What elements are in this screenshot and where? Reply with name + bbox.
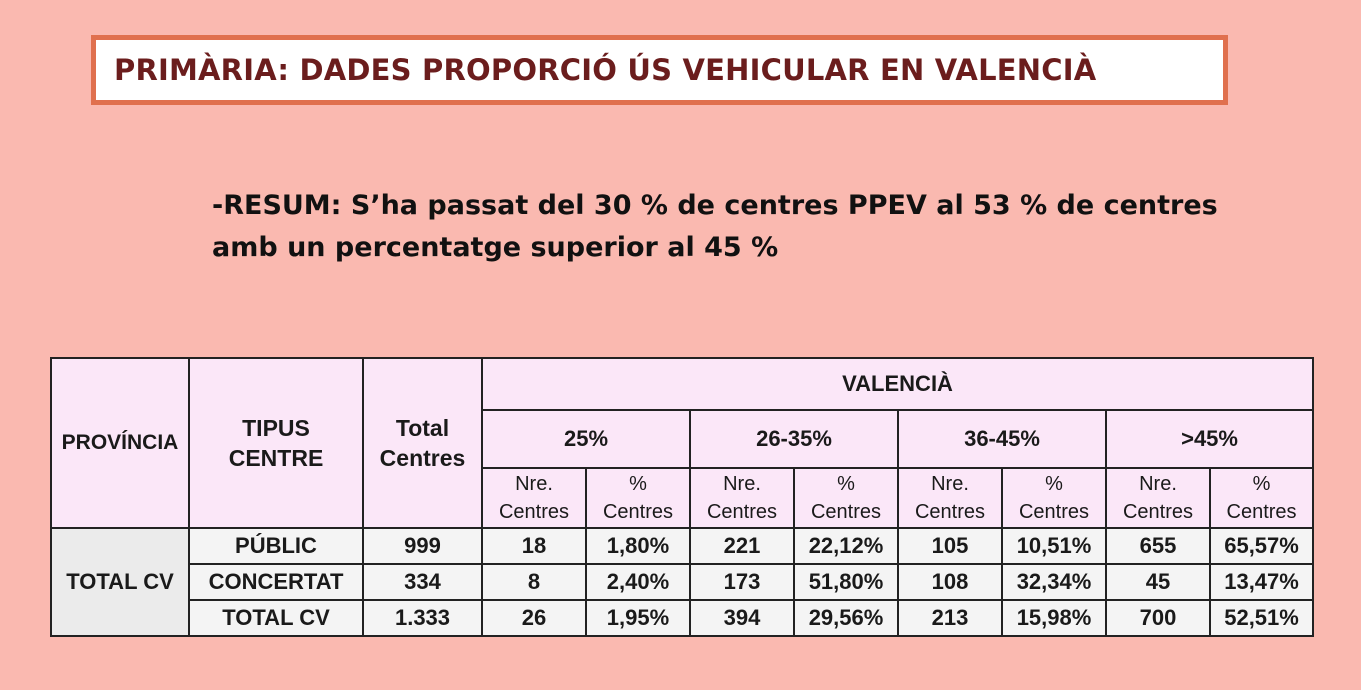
header-sub-nre-2: Nre. Centres	[897, 467, 1003, 529]
summary-line-2: amb un percentatge superior al 45 %	[212, 232, 779, 263]
cell-pct-centres: 22,12%	[793, 527, 899, 565]
row-tipus: PÚBLIC	[188, 527, 364, 565]
table-row: TOTAL CV PÚBLIC 999 18 1,80% 221 22,12% 105 10,5…	[50, 527, 1315, 637]
header-provincia: PROVÍNCIA	[50, 357, 190, 529]
row-total: 1.333	[362, 599, 483, 637]
header-total-line2: Centres	[379, 445, 466, 471]
cell-nre-centres: 108	[897, 563, 1003, 601]
cell-pct-centres: 1,80%	[585, 527, 691, 565]
cell-pct-centres: 2,40%	[585, 563, 691, 601]
cell-pct-centres: 52,51%	[1208, 599, 1315, 637]
header-tipus-line2: CENTRE	[228, 445, 324, 471]
header-sub-nre-line2: Centres	[706, 501, 778, 523]
cell-pct-centres: 15,98%	[1001, 599, 1107, 637]
cell-nre-centres: 8	[481, 563, 587, 601]
row-tipus: TOTAL CV	[188, 599, 364, 637]
province-label: TOTAL CV	[50, 527, 190, 637]
cell-nre-centres: 394	[689, 599, 795, 637]
cell-nre-centres: 655	[1105, 527, 1211, 565]
header-sub-nre-line2: Centres	[498, 501, 570, 523]
header-sub-pct-line1: %	[837, 473, 855, 495]
header-tipus-line1: TIPUS	[242, 415, 310, 441]
header-sub-nre-0: Nre. Centres	[481, 467, 587, 529]
header-total-centres: Total Centres	[362, 357, 483, 529]
cell-nre-centres: 105	[897, 527, 1003, 565]
title-box: PRIMÀRIA: DADES PROPORCIÓ ÚS VEHICULAR E…	[91, 35, 1228, 105]
summary-text: -RESUM: S’ha passat del 30 % de centres …	[212, 185, 1312, 269]
cell-nre-centres: 213	[897, 599, 1003, 637]
header-sub-pct-0: % Centres	[585, 467, 691, 529]
data-table: PROVÍNCIA TIPUS CENTRE Total Centres VAL…	[50, 357, 1315, 637]
header-sub-nre-line1: Nre.	[723, 473, 761, 495]
header-sub-nre-line2: Centres	[1122, 501, 1194, 523]
row-total: 999	[362, 527, 483, 565]
cell-nre-centres: 26	[481, 599, 587, 637]
header-sub-pct-3: % Centres	[1208, 467, 1315, 529]
table-row: TOTAL CV 1.333 26 1,95% 394 29,56% 213 15,98% 70…	[51, 599, 1315, 637]
cell-pct-centres: 32,34%	[1001, 563, 1107, 601]
header-total-line1: Total	[395, 415, 450, 441]
header-band-1: 26-35%	[689, 409, 899, 469]
header-sub-pct-line2: Centres	[602, 501, 674, 523]
header-sub-pct-line1: %	[629, 473, 647, 495]
header-band-0: 25%	[481, 409, 691, 469]
summary-line-1: -RESUM: S’ha passat del 30 % de centres …	[212, 190, 1218, 221]
cell-pct-centres: 10,51%	[1001, 527, 1107, 565]
header-sub-nre-line1: Nre.	[515, 473, 553, 495]
cell-nre-centres: 18	[481, 527, 587, 565]
cell-pct-centres: 65,57%	[1208, 527, 1315, 565]
cell-nre-centres: 221	[689, 527, 795, 565]
cell-pct-centres: 13,47%	[1208, 563, 1315, 601]
header-sub-pct-line2: Centres	[1018, 501, 1090, 523]
row-tipus: CONCERTAT	[188, 563, 364, 601]
cell-pct-centres: 1,95%	[585, 599, 691, 637]
cell-pct-centres: 51,80%	[793, 563, 899, 601]
cell-pct-centres: 29,56%	[793, 599, 899, 637]
header-band-2: 36-45%	[897, 409, 1107, 469]
header-sub-nre-1: Nre. Centres	[689, 467, 795, 529]
row-total: 334	[362, 563, 483, 601]
cell-nre-centres: 173	[689, 563, 795, 601]
page-title: PRIMÀRIA: DADES PROPORCIÓ ÚS VEHICULAR E…	[114, 53, 1097, 87]
header-region: VALENCIÀ	[480, 357, 1315, 411]
header-sub-pct-line2: Centres	[1226, 501, 1297, 523]
header-sub-pct-2: % Centres	[1001, 467, 1107, 529]
header-sub-pct-1: % Centres	[793, 467, 899, 529]
table-row: CONCERTAT 334 8 2,40% 173 51,80% 108 32,34% 45 13…	[51, 563, 1315, 601]
header-tipus-centre: TIPUS CENTRE	[188, 357, 364, 529]
header-sub-nre-line2: Centres	[914, 501, 986, 523]
cell-nre-centres: 700	[1105, 599, 1211, 637]
header-sub-pct-line1: %	[1045, 473, 1063, 495]
header-sub-pct-line2: Centres	[810, 501, 882, 523]
header-sub-nre-line1: Nre.	[1139, 473, 1177, 495]
header-sub-nre-line1: Nre.	[931, 473, 969, 495]
header-sub-nre-3: Nre. Centres	[1105, 467, 1211, 529]
cell-nre-centres: 45	[1105, 563, 1211, 601]
header-band-3: >45%	[1104, 409, 1315, 469]
header-sub-pct-line1: %	[1252, 473, 1271, 495]
